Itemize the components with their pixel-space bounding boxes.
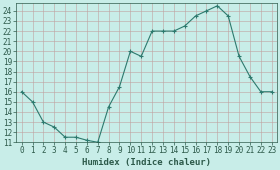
X-axis label: Humidex (Indice chaleur): Humidex (Indice chaleur) (82, 158, 211, 167)
